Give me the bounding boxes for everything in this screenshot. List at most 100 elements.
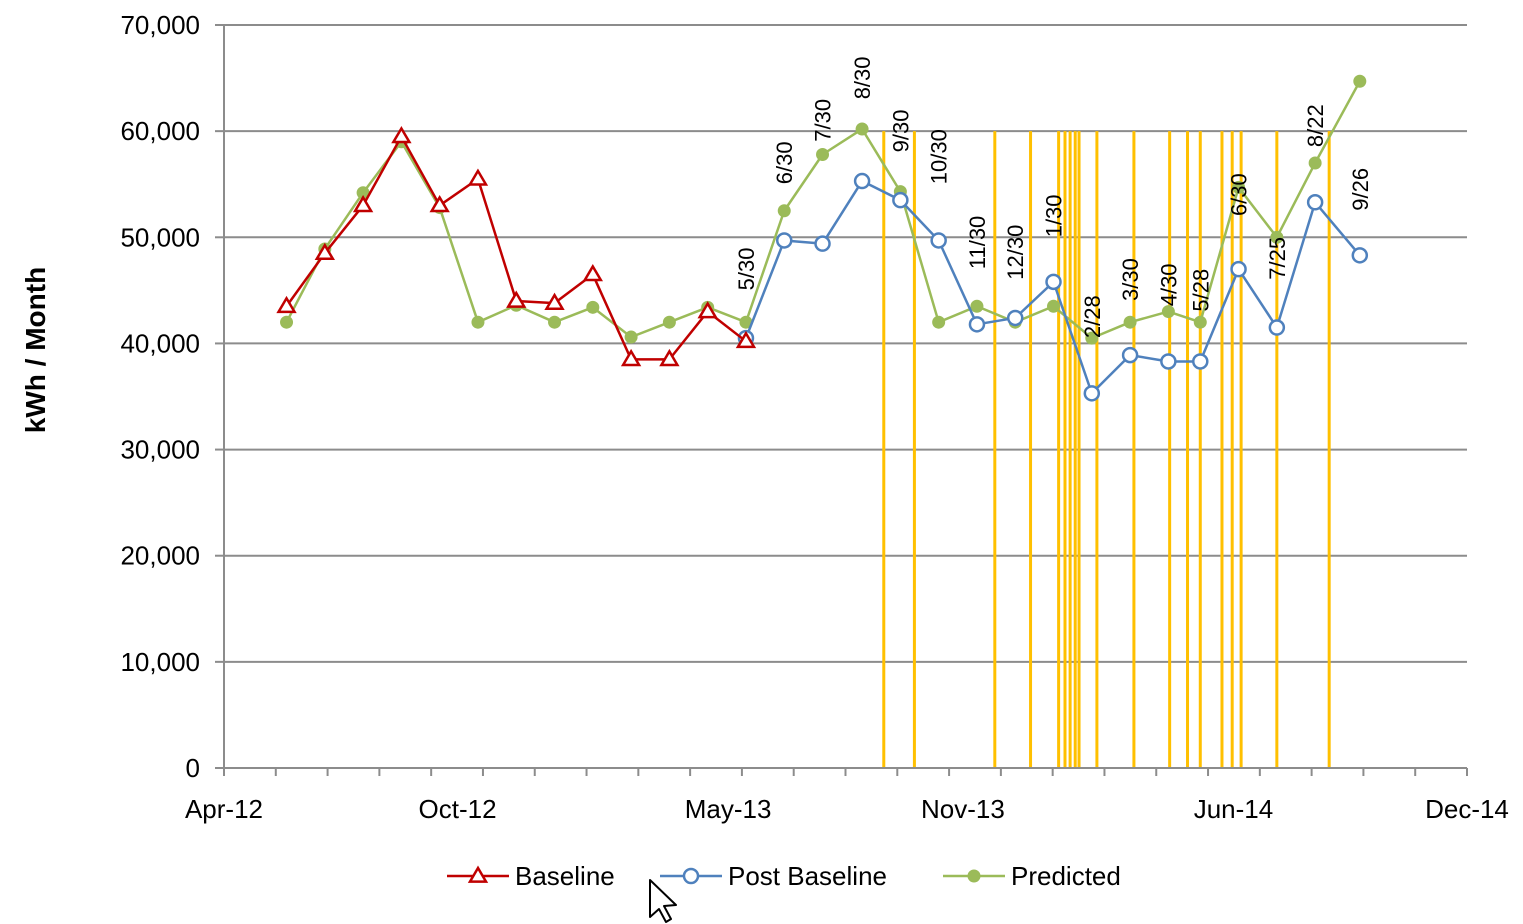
x-tick-label: Nov-13	[921, 794, 1005, 824]
data-point	[1047, 299, 1061, 313]
data-point	[548, 315, 562, 329]
point-label: 2/28	[1080, 295, 1105, 338]
data-point	[968, 316, 986, 333]
data-point	[471, 315, 485, 329]
vertical-markers	[882, 131, 1331, 768]
y-tick-label: 70,000	[120, 10, 200, 40]
point-label: 6/30	[1227, 173, 1252, 216]
axes: 0 10,000 20,000 30,000 40,000 50,000 60,000 70,…	[120, 10, 1508, 824]
legend-item-predicted: Predicted	[943, 861, 1121, 891]
legend: Baseline Post Baseline Predicted	[447, 861, 1121, 891]
y-tick-label: 10,000	[120, 647, 200, 677]
data-point	[1306, 194, 1324, 211]
point-label: 5/28	[1188, 269, 1213, 312]
x-tick-label: Dec-14	[1425, 794, 1509, 824]
series-baseline	[276, 125, 757, 367]
data-point	[1083, 385, 1101, 402]
legend-marker	[682, 867, 700, 885]
data-point	[429, 194, 450, 213]
legend-item-post-baseline: Post Baseline	[660, 861, 887, 891]
series	[276, 74, 1369, 402]
data-point	[1232, 180, 1246, 194]
series-post-baseline	[737, 172, 1369, 402]
y-tick-label: 0	[186, 753, 200, 783]
legend-label: Predicted	[1011, 861, 1121, 891]
point-label: 6/30	[772, 141, 797, 184]
data-point	[853, 172, 871, 190]
data-point	[624, 330, 638, 344]
legend-item-baseline: Baseline	[447, 861, 615, 891]
data-point	[1160, 353, 1177, 370]
y-tick-label: 50,000	[120, 222, 200, 252]
data-point	[932, 315, 946, 329]
data-point	[1045, 273, 1062, 291]
data-point	[586, 300, 600, 314]
data-point	[1006, 309, 1024, 327]
x-tick-label: Apr-12	[185, 794, 263, 824]
legend-marker	[967, 869, 981, 883]
point-label: 4/30	[1156, 263, 1181, 306]
data-point	[814, 235, 831, 252]
data-point	[1123, 315, 1137, 329]
point-label: 7/30	[811, 99, 836, 142]
data-point	[1353, 74, 1367, 88]
x-tick-label: May-13	[685, 794, 772, 824]
legend-label: Baseline	[515, 861, 615, 891]
data-point	[775, 232, 793, 249]
point-label: 5/30	[734, 248, 759, 291]
gridlines	[224, 24, 1467, 663]
y-axis-title: kWh / Month	[20, 267, 51, 433]
data-point	[662, 315, 676, 329]
data-point	[352, 194, 374, 213]
data-point	[1308, 156, 1322, 170]
data-point	[1192, 353, 1209, 370]
data-point	[314, 242, 336, 261]
point-labels: 5/30 6/30 7/30 8/30 9/30 10/30 11/30 12/30 1/30 2…	[734, 56, 1373, 338]
y-tick-label: 30,000	[120, 435, 200, 465]
data-point	[391, 125, 412, 144]
data-point	[1121, 346, 1139, 364]
data-point	[1351, 247, 1369, 264]
data-point	[276, 295, 297, 314]
point-label: 9/30	[888, 110, 913, 153]
data-point	[892, 191, 909, 209]
data-point	[1268, 319, 1286, 336]
point-label: 12/30	[1003, 225, 1028, 280]
x-tick-label: Oct-12	[419, 794, 497, 824]
y-tick-label: 20,000	[120, 541, 200, 571]
data-point	[620, 348, 642, 367]
point-label: 9/26	[1348, 168, 1373, 211]
data-point	[735, 330, 757, 349]
y-tick-label: 40,000	[120, 328, 200, 358]
data-point	[970, 299, 984, 313]
point-label: 8/30	[850, 56, 875, 99]
data-point	[659, 348, 680, 367]
legend-label: Post Baseline	[728, 861, 887, 891]
series-line	[285, 135, 747, 361]
data-point	[777, 204, 791, 218]
data-point	[1161, 305, 1175, 319]
data-point	[1193, 315, 1207, 329]
data-point	[816, 147, 830, 161]
point-label: 1/30	[1042, 194, 1067, 237]
data-point	[930, 232, 947, 249]
data-point	[467, 168, 489, 186]
point-label: 11/30	[965, 216, 990, 269]
data-point	[697, 301, 718, 319]
point-label: 3/30	[1118, 258, 1143, 301]
data-point	[582, 263, 604, 282]
data-point	[1270, 230, 1284, 244]
point-label: 7/25	[1265, 237, 1290, 280]
data-point	[1085, 331, 1099, 345]
point-label: 10/30	[927, 129, 952, 184]
legend-marker	[467, 865, 489, 883]
data-point	[506, 290, 527, 308]
data-point	[280, 315, 294, 329]
data-point	[544, 292, 565, 310]
point-label: 8/22	[1303, 104, 1328, 147]
data-point	[1230, 260, 1247, 278]
y-tick-label: 60,000	[120, 116, 200, 146]
data-point	[855, 122, 869, 136]
x-tick-label: Jun-14	[1194, 794, 1274, 824]
